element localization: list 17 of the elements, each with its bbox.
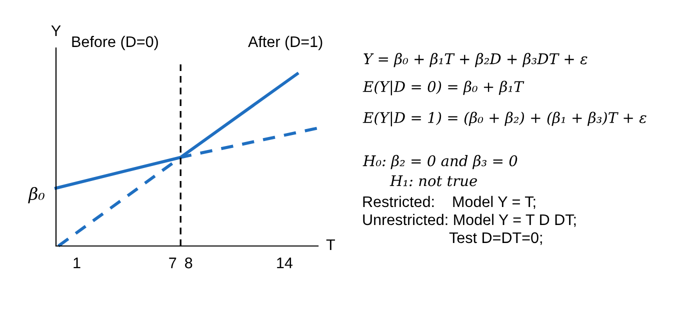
x-tick-label: 1 <box>74 258 80 268</box>
x-axis-title: T <box>326 239 335 250</box>
x-tick-label: 14 <box>277 258 292 268</box>
text: E(Y|D = 0) = β₀ + β₁T <box>362 80 524 96</box>
annotation: β₀ <box>28 186 44 204</box>
text: E(Y|D = 1) = (β₀ + β₂) + (β₁ + β₃)T + ε <box>362 112 646 126</box>
text: Test D=DT=0; <box>449 232 542 245</box>
text: Before (D=0) <box>72 36 158 50</box>
text: H₀: β₂ = 0 and β₃ = 0 <box>362 154 518 170</box>
text: Restricted: Model Y = T; <box>363 196 536 209</box>
x-tick-label: 8 <box>185 258 192 268</box>
y-axis-title: Y <box>51 25 61 36</box>
text: After (D=1) <box>248 36 322 50</box>
text: Unrestricted: Model Y = T D DT; <box>363 214 576 227</box>
text: H₁: not true <box>390 175 477 186</box>
x-tick-label: 7 <box>169 258 176 268</box>
text: Y = β₀ + β₁T + β₂D + β₃DT + ε <box>364 52 588 68</box>
